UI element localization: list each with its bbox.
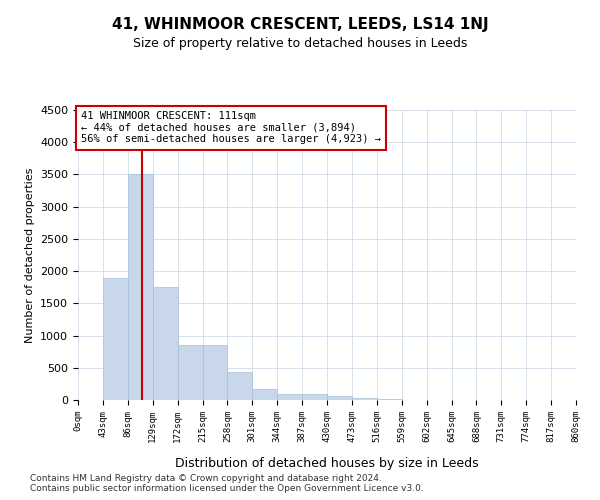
Text: 41 WHINMOOR CRESCENT: 111sqm
← 44% of detached houses are smaller (3,894)
56% of: 41 WHINMOOR CRESCENT: 111sqm ← 44% of de…	[81, 112, 381, 144]
Bar	[327, 396, 352, 400]
Bar	[227, 372, 253, 400]
Bar	[252, 389, 277, 400]
Bar	[128, 174, 152, 400]
Bar	[277, 394, 302, 400]
Text: Size of property relative to detached houses in Leeds: Size of property relative to detached ho…	[133, 38, 467, 51]
Bar	[152, 287, 178, 400]
Text: Contains HM Land Registry data © Crown copyright and database right 2024.: Contains HM Land Registry data © Crown c…	[30, 474, 382, 483]
Bar	[103, 278, 128, 400]
Bar	[203, 345, 227, 400]
Bar	[302, 394, 327, 400]
Text: Contains public sector information licensed under the Open Government Licence v3: Contains public sector information licen…	[30, 484, 424, 493]
Text: 41, WHINMOOR CRESCENT, LEEDS, LS14 1NJ: 41, WHINMOOR CRESCENT, LEEDS, LS14 1NJ	[112, 18, 488, 32]
Bar	[352, 398, 377, 400]
Bar	[178, 345, 203, 400]
Text: Distribution of detached houses by size in Leeds: Distribution of detached houses by size …	[175, 458, 479, 470]
Y-axis label: Number of detached properties: Number of detached properties	[25, 168, 35, 342]
